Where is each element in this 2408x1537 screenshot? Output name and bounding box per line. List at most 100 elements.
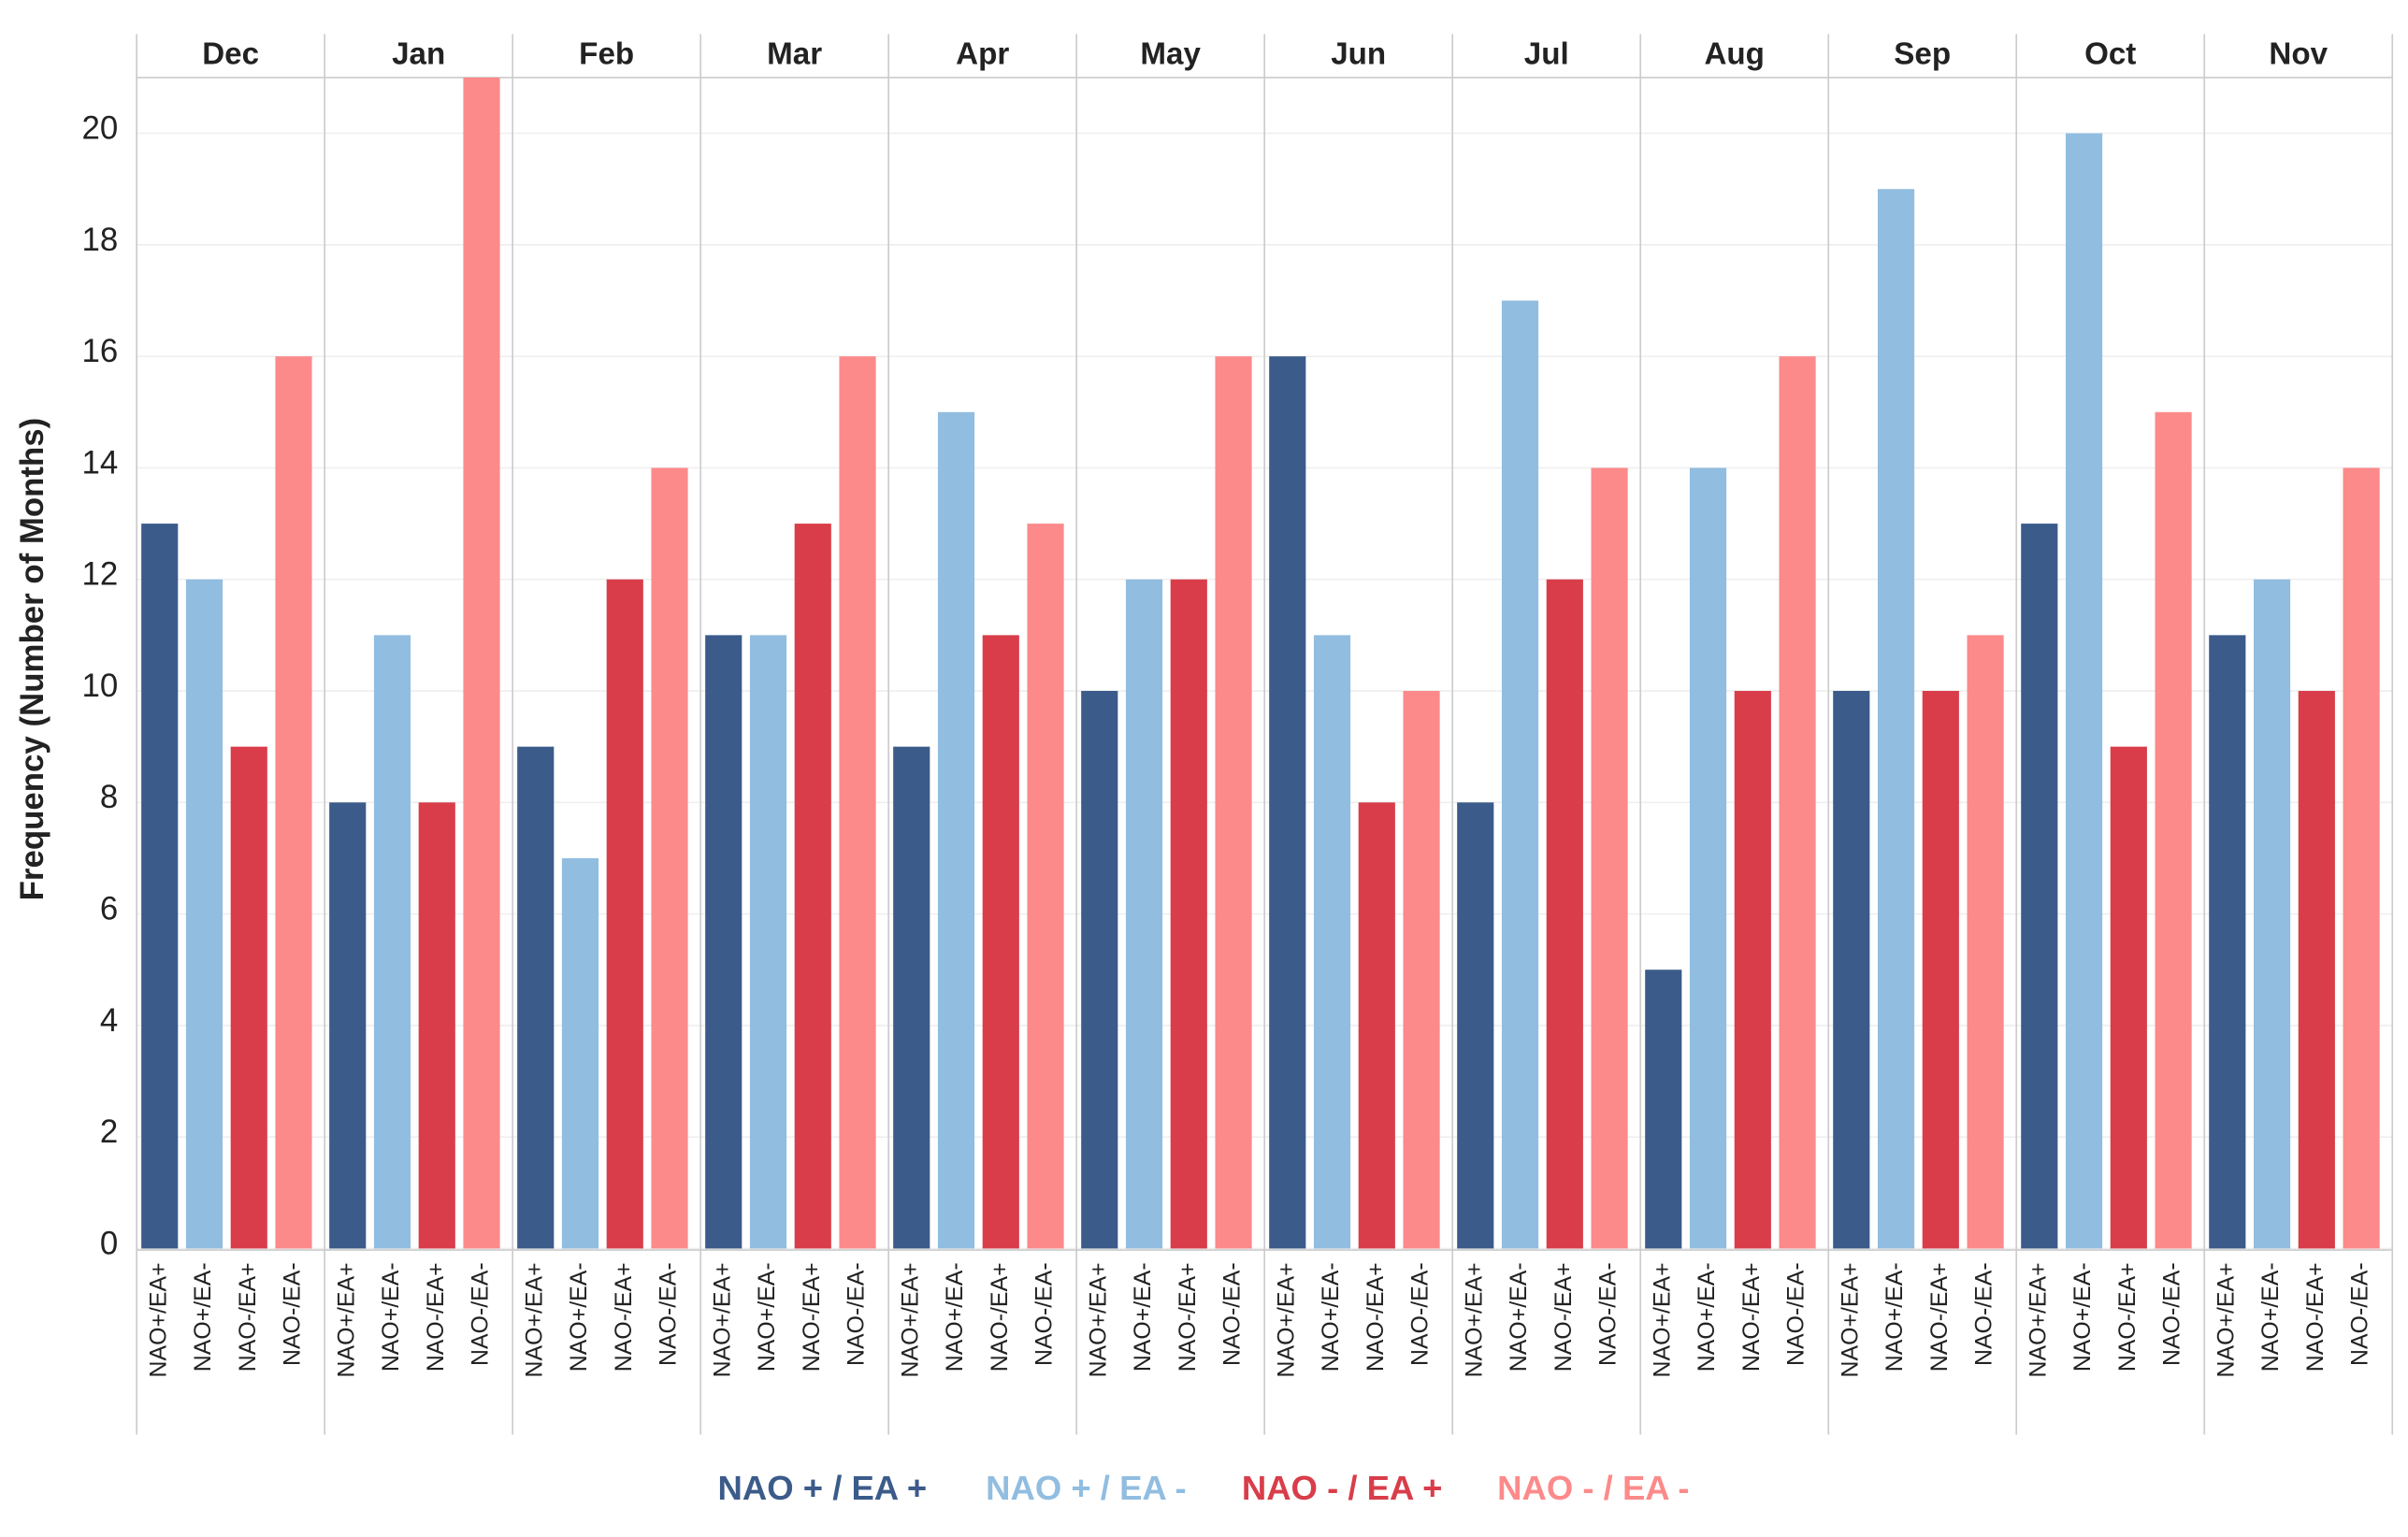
x-tick-label: NAO+/EA-: [1318, 1262, 1344, 1372]
legend-entry: NAO + / EA -: [986, 1469, 1187, 1507]
x-tick-label: NAO+/EA+: [1273, 1262, 1299, 1377]
x-tick-label: NAO+/EA+: [897, 1262, 923, 1377]
facet-label: Dec: [202, 36, 259, 71]
x-tick-label: NAO+/EA+: [145, 1262, 171, 1377]
x-tick-label: NAO-/EA+: [1550, 1262, 1577, 1372]
facet-label: Apr: [956, 36, 1009, 71]
x-tick-label: NAO-/EA+: [235, 1262, 261, 1372]
x-tick-label: NAO-/EA-: [2347, 1262, 2373, 1366]
x-tick-label: NAO-/EA+: [423, 1262, 449, 1372]
y-axis-title: Frequency (Number of Months): [14, 418, 50, 901]
bar: [1027, 524, 1064, 1249]
bar: [2253, 579, 2291, 1249]
x-tick-label: NAO+/EA-: [190, 1262, 216, 1372]
bar: [1967, 635, 2004, 1249]
facet-label: Nov: [2269, 36, 2328, 71]
x-tick-label: NAO+/EA+: [709, 1262, 735, 1377]
x-tick-label: NAO+/EA-: [2069, 1262, 2096, 1372]
x-tick-label: NAO+/EA+: [521, 1262, 547, 1377]
x-tick-label: NAO-/EA-: [1595, 1262, 1622, 1366]
x-tick-label: NAO-/EA+: [2114, 1262, 2141, 1372]
facet-label: Aug: [1704, 36, 1764, 71]
x-tick-label: NAO-/EA+: [1738, 1262, 1765, 1372]
bar: [1645, 970, 1682, 1249]
x-tick-label: NAO-/EA-: [2159, 1262, 2185, 1366]
x-tick-label: NAO-/EA+: [799, 1262, 825, 1372]
bar: [1403, 691, 1440, 1249]
x-tick-label: NAO+/EA+: [1461, 1262, 1487, 1377]
x-tick-label: NAO+/EA+: [333, 1262, 359, 1377]
x-tick-label: NAO+/EA-: [1506, 1262, 1532, 1372]
bar: [1269, 356, 1306, 1249]
bar: [2155, 411, 2192, 1249]
x-tick-label: NAO+/EA-: [378, 1262, 404, 1372]
x-tick-label: NAO+/EA-: [566, 1262, 592, 1372]
bar: [1734, 691, 1771, 1249]
facet-label: Feb: [579, 36, 634, 71]
y-tick-label: 2: [100, 1113, 118, 1150]
x-tick-label: NAO-/EA-: [1971, 1262, 1997, 1366]
facet-label: Mar: [767, 36, 822, 71]
y-tick-label: 16: [81, 333, 118, 369]
bar: [893, 746, 930, 1249]
x-tick-label: NAO+/EA-: [1882, 1262, 1908, 1372]
x-tick-label: NAO+/EA+: [1649, 1262, 1675, 1377]
x-tick-label: NAO+/EA+: [2213, 1262, 2239, 1377]
x-tick-label: NAO+/EA-: [2257, 1262, 2284, 1372]
bar: [1125, 579, 1163, 1249]
bar: [230, 746, 267, 1249]
y-tick-label: 0: [100, 1225, 118, 1261]
facet-label: Jul: [1524, 36, 1569, 71]
facet-label: Jun: [1331, 36, 1386, 71]
bar: [651, 467, 688, 1249]
legend-entry: NAO + / EA +: [718, 1469, 928, 1507]
x-tick-label: NAO-/EA+: [1363, 1262, 1389, 1372]
x-tick-label: NAO+/EA-: [1130, 1262, 1156, 1372]
bar: [329, 802, 367, 1249]
x-tick-label: NAO-/EA+: [1926, 1262, 1953, 1372]
bar: [561, 857, 599, 1249]
y-tick-label: 18: [81, 222, 118, 258]
y-tick-label: 12: [81, 556, 118, 593]
y-tick-label: 6: [100, 890, 118, 927]
bar: [2065, 133, 2103, 1249]
bar: [418, 802, 455, 1249]
bar: [794, 524, 831, 1249]
bar: [373, 635, 411, 1249]
bar: [839, 356, 876, 1249]
facet-label: Jan: [392, 36, 445, 71]
y-tick-label: 8: [100, 779, 118, 815]
x-tick-label: NAO-/EA+: [987, 1262, 1013, 1372]
bar: [982, 635, 1019, 1249]
bar: [517, 746, 555, 1249]
x-tick-label: NAO+/EA+: [2025, 1262, 2051, 1377]
bar: [1591, 467, 1628, 1249]
bar: [1689, 467, 1727, 1249]
facet-label: Sep: [1894, 36, 1951, 71]
bar: [1546, 579, 1583, 1249]
x-tick-label: NAO-/EA-: [656, 1262, 682, 1366]
x-tick-label: NAO-/EA+: [2302, 1262, 2329, 1372]
x-tick-label: NAO-/EA+: [611, 1262, 637, 1372]
x-tick-label: NAO+/EA-: [942, 1262, 968, 1372]
x-tick-label: NAO-/EA-: [844, 1262, 870, 1366]
y-tick-label: 14: [81, 444, 118, 481]
x-tick-label: NAO-/EA-: [1219, 1262, 1246, 1366]
bar: [463, 77, 500, 1249]
legend-entry: NAO - / EA -: [1497, 1469, 1689, 1507]
bar: [2110, 746, 2147, 1249]
bar: [1833, 691, 1870, 1249]
bar: [705, 635, 743, 1249]
bar: [2343, 467, 2380, 1249]
bar: [141, 524, 179, 1249]
bar: [2298, 691, 2335, 1249]
bar: [2021, 524, 2058, 1249]
x-tick-label: NAO+/EA-: [1694, 1262, 1720, 1372]
bar: [937, 411, 975, 1249]
x-tick-label: NAO-/EA-: [1407, 1262, 1434, 1366]
bar: [275, 356, 312, 1249]
facet-label: May: [1140, 36, 1201, 71]
bar: [1779, 356, 1816, 1249]
bar: [749, 635, 787, 1249]
